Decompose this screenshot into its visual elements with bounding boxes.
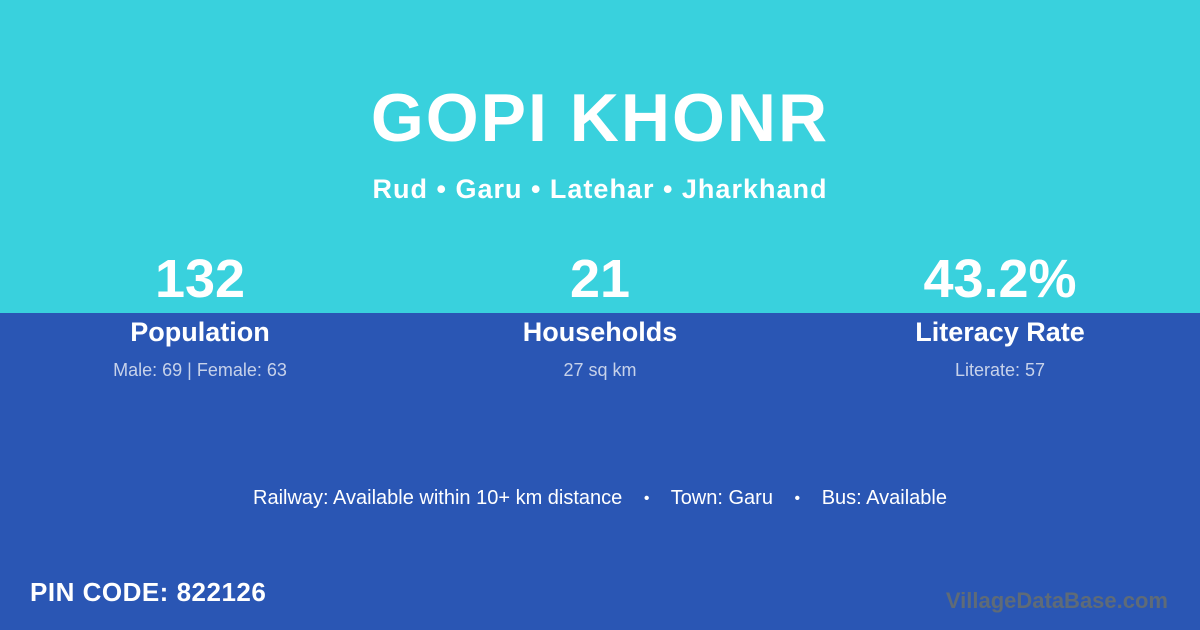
- town-fact: Town: Garu: [670, 487, 773, 509]
- location-breadcrumb: Rud • Garu • Latehar • Jharkhand: [372, 174, 828, 204]
- card-header: GOPI KHONR Rud • Garu • Latehar • Jharkh…: [0, 84, 1200, 205]
- bus-fact: Bus: Available: [821, 487, 947, 509]
- population-gender-breakdown: Male: 69 | Female: 63: [113, 360, 287, 380]
- literacy-rate-value: 43.2%: [923, 249, 1077, 309]
- literate-count: Literate: 57: [954, 360, 1046, 380]
- transport-facts-line: Railway: Available within 10+ km distanc…: [0, 487, 1200, 510]
- bullet-separator: •: [643, 490, 650, 507]
- stat-population: 132 Population Male: 69 | Female: 63: [0, 250, 400, 380]
- site-watermark: VillageDataBase.com: [945, 588, 1168, 613]
- bullet-separator: •: [794, 490, 801, 507]
- literacy-rate-label: Literacy Rate: [915, 317, 1085, 347]
- stats-row: 132 Population Male: 69 | Female: 63 21 …: [0, 250, 1200, 380]
- railway-fact: Railway: Available within 10+ km distanc…: [253, 487, 623, 509]
- stat-households: 21 Households 27 sq km: [400, 250, 800, 380]
- population-value: 132: [154, 249, 246, 309]
- households-value: 21: [569, 249, 631, 309]
- households-label: Households: [522, 317, 678, 347]
- top-cyan-band: [0, 0, 1200, 313]
- area-value: 27 sq km: [563, 360, 637, 380]
- village-name-title: GOPI KHONR: [370, 80, 830, 156]
- stat-literacy: 43.2% Literacy Rate Literate: 57: [800, 250, 1200, 380]
- pin-code-label: PIN CODE: 822126: [30, 577, 267, 607]
- population-label: Population: [130, 317, 270, 347]
